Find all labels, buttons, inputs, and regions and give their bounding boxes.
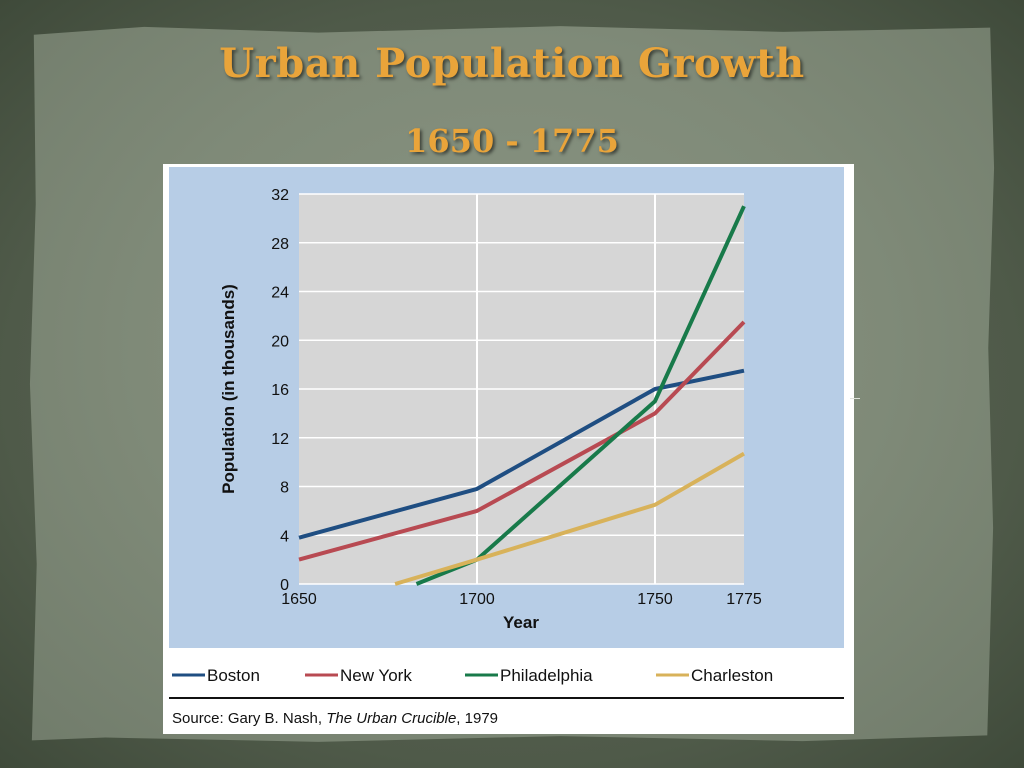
series-line-new-york [298,320,746,562]
grid-layer [299,193,744,585]
source-note: Source: Gary B. Nash, The Urban Crucible… [172,710,498,727]
legend-label-charleston: Charleston [691,666,773,685]
legend-label-new-york: New York [340,666,412,685]
y-tick-label: 12 [271,431,289,448]
slide-title: Urban Population Growth [219,40,805,87]
x-tick-label: 1775 [726,591,762,608]
x-tick-label: 1750 [637,591,673,608]
y-tick-label: 20 [271,333,289,350]
y-tick-label: 32 [271,187,289,204]
slide-subtitle: 1650 - 1775 [405,122,619,160]
line-chart: 0 4 8 12 16 20 24 28 32 1650 1700 1750 1775 Populat… [169,167,844,727]
legend-label-boston: Boston [207,666,260,685]
y-tick-label: 0 [280,577,289,594]
source-title: The Urban Crucible [326,710,456,727]
x-tick-label: 1650 [281,591,317,608]
legend: Boston New York Philadelphia Charleston [172,666,773,685]
series-line-philadelphia [415,205,746,586]
x-tick-label: 1700 [459,591,495,608]
series-line-charleston [394,451,745,586]
y-axis-label: Population (in thousands) [219,284,238,494]
y-tick-label: 8 [280,480,289,497]
y-tick-label: 24 [271,285,289,302]
y-tick-label: 28 [271,236,289,253]
y-tick-label: 4 [280,528,289,545]
x-tick-labels: 1650 1700 1750 1775 [281,591,762,608]
source-prefix: Source: Gary B. Nash, [172,710,326,727]
series-layer [298,205,746,586]
series-line-boston [298,368,745,540]
y-tick-label: 16 [271,382,289,399]
legend-label-philadelphia: Philadelphia [500,666,593,685]
source-suffix: , 1979 [456,710,498,727]
y-tick-labels: 0 4 8 12 16 20 24 28 32 [271,187,289,594]
side-mark [850,398,860,399]
x-axis-label: Year [503,613,539,632]
chart-figure: 0 4 8 12 16 20 24 28 32 1650 1700 1750 1775 Populat… [163,164,854,734]
